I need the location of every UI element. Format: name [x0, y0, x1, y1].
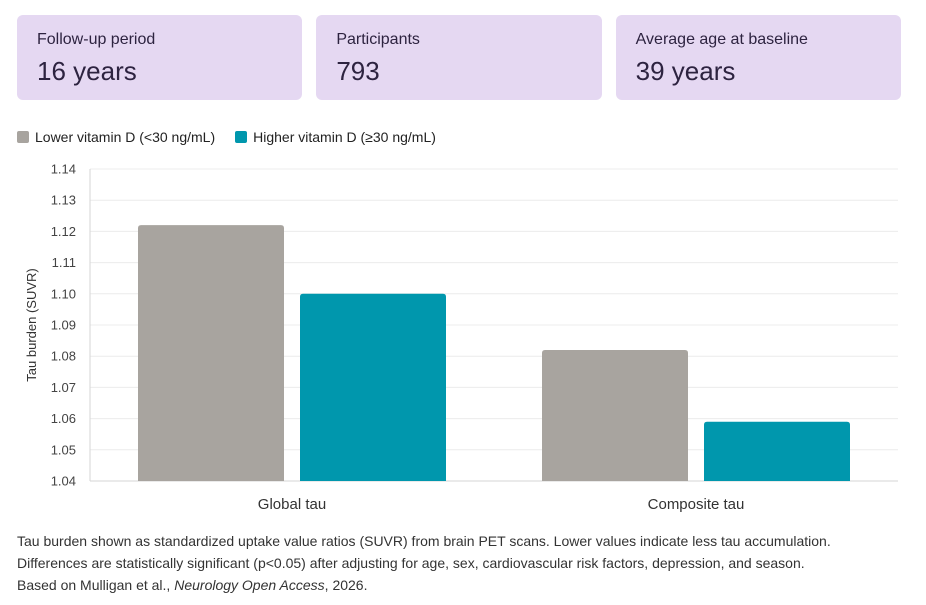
legend-item-higher: Higher vitamin D (≥30 ng/mL) [235, 129, 436, 145]
y-tick-label: 1.13 [51, 193, 76, 208]
stat-card-participants: Participants 793 [316, 15, 602, 100]
stat-label: Follow-up period [37, 31, 156, 48]
x-category-label: Composite tau [648, 496, 745, 513]
footnote-journal: Neurology Open Access [174, 577, 325, 593]
y-tick-label: 1.08 [51, 349, 76, 364]
stat-label: Average age at baseline [635, 31, 808, 48]
y-tick-label: 1.09 [51, 318, 76, 333]
y-tick-label: 1.11 [52, 255, 76, 270]
stats-row: Follow-up period 16 years Participants 7… [17, 15, 901, 100]
y-tick-label: 1.06 [51, 411, 76, 426]
stat-value: 39 years [635, 56, 736, 86]
footnote-line-1: Tau burden shown as standardized uptake … [17, 533, 831, 549]
legend-swatch-higher [235, 131, 248, 143]
bar-higher-vitamin-d [704, 421, 850, 481]
legend-item-lower: Lower vitamin D (<30 ng/mL) [17, 129, 215, 145]
bar-lower-vitamin-d [542, 349, 688, 481]
stat-label: Participants [336, 31, 420, 48]
stat-card-average-age: Average age at baseline 39 years [615, 15, 901, 100]
footnote-citation-suffix: , 2026. [324, 577, 368, 593]
legend-label-lower: Lower vitamin D (<30 ng/mL) [35, 129, 216, 145]
y-tick-label: 1.10 [51, 286, 76, 301]
chart-legend: Lower vitamin D (<30 ng/mL) Higher vitam… [17, 129, 456, 145]
y-tick-label: 1.14 [51, 162, 76, 177]
y-tick-label: 1.12 [51, 224, 76, 239]
footnote: Tau burden shown as standardized uptake … [17, 530, 912, 596]
bar-higher-vitamin-d [300, 293, 446, 481]
stat-card-follow-up: Follow-up period 16 years [17, 15, 303, 100]
bar-chart: 1.04 1.05 1.06 1.07 1.08 1.09 1.10 1.11 1.12 1.13… [24, 162, 898, 513]
y-tick-label: 1.04 [51, 474, 76, 489]
legend-swatch-lower [17, 131, 29, 143]
legend-label-higher: Higher vitamin D (≥30 ng/mL) [253, 129, 436, 145]
footnote-line-3: Based on Mulligan et al., Neurology Open… [17, 574, 912, 596]
y-tick-label: 1.05 [51, 442, 76, 457]
footnote-citation-prefix: Based on Mulligan et al., [17, 577, 175, 593]
y-axis-label: Tau burden (SUVR) [24, 268, 39, 381]
y-tick-label: 1.07 [51, 380, 76, 395]
footnote-line-2: Differences are statistically significan… [17, 555, 805, 571]
stat-value: 16 years [37, 56, 137, 86]
bar-lower-vitamin-d [138, 225, 284, 481]
stat-value: 793 [336, 56, 380, 86]
x-category-label: Global tau [258, 496, 326, 513]
